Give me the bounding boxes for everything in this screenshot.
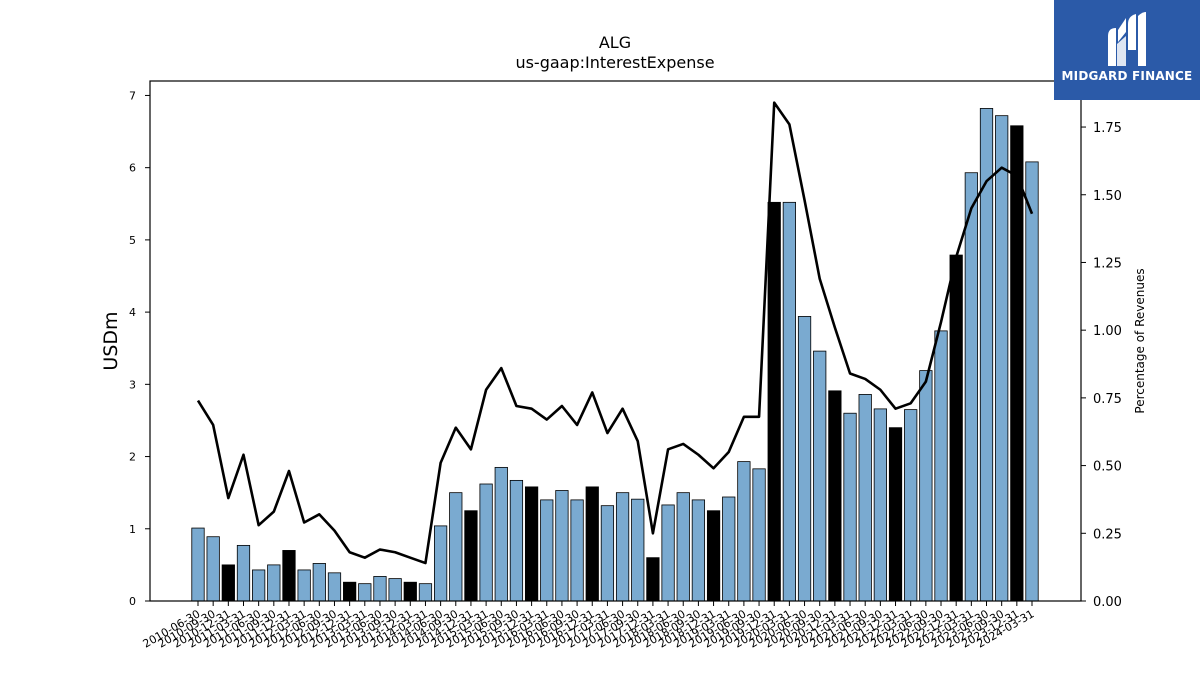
pct-revenue-line — [196, 101, 1034, 565]
bar-2012-09-30 — [327, 572, 342, 602]
bar-2020-09-30 — [813, 350, 827, 602]
bar-2021-09-30 — [873, 408, 887, 602]
bar-2014-03-31 — [418, 583, 433, 602]
y2-tick-label: 1.75 — [1093, 121, 1122, 136]
bar-2012-12-31 — [343, 581, 357, 602]
y-tick-label: 4 — [129, 306, 136, 319]
bar-2017-12-31 — [646, 557, 660, 602]
y2-tick-label: 0.00 — [1093, 595, 1122, 610]
bar-2012-03-31 — [297, 569, 311, 602]
bar-2014-12-31 — [464, 510, 478, 602]
y2-tick-label: 0.50 — [1093, 460, 1122, 475]
bar-2021-12-31 — [888, 427, 903, 602]
y2-tick-label: 1.50 — [1093, 189, 1122, 204]
chart-subtitle: us-gaap:InterestExpense — [515, 53, 714, 72]
bar-2014-06-30 — [433, 525, 448, 602]
midgard-logo-icon — [1108, 12, 1146, 66]
y-tick-label: 5 — [129, 234, 136, 247]
brand-logo: MIDGARD FINANCE — [1054, 0, 1200, 100]
bar-2019-03-31 — [722, 496, 736, 602]
y2-tick-label: 0.75 — [1093, 392, 1122, 407]
plot-frame — [149, 80, 1082, 602]
bar-2020-03-31 — [782, 201, 796, 602]
bar-2022-03-31 — [904, 409, 918, 602]
bar-2013-12-31 — [403, 581, 417, 602]
bar-2023-09-30 — [995, 115, 1009, 602]
bar-2018-06-30 — [676, 492, 690, 602]
bar-2019-09-30 — [752, 468, 766, 602]
bar-2011-06-30 — [252, 569, 266, 602]
bar-2012-06-30 — [312, 563, 326, 602]
bar-2013-03-31 — [358, 583, 372, 602]
bar-2017-06-30 — [615, 492, 630, 602]
bar-2019-12-31 — [767, 201, 781, 602]
y2-tick-label: 0.25 — [1093, 527, 1122, 542]
bar-2023-03-31 — [964, 172, 978, 602]
bar-2016-06-30 — [555, 490, 569, 602]
bar-2023-12-31 — [1010, 125, 1024, 602]
bar-2017-03-31 — [600, 505, 615, 602]
bar-2013-06-30 — [373, 576, 387, 602]
bar-2010-06-30 — [191, 527, 205, 602]
bar-2017-09-30 — [631, 498, 645, 602]
y-tick-label: 2 — [129, 451, 136, 464]
brand-name: MIDGARD FINANCE — [1061, 69, 1193, 83]
bars-group — [191, 108, 1039, 602]
bar-2024-03-31 — [1025, 161, 1039, 602]
bar-2010-12-31 — [221, 564, 235, 602]
bar-2014-09-30 — [449, 492, 463, 602]
y2-tick-label: 1.00 — [1093, 324, 1122, 339]
bar-2010-09-30 — [206, 536, 220, 602]
y2-tick-label: 1.25 — [1093, 256, 1122, 271]
line-group — [196, 101, 1034, 565]
bar-2019-06-30 — [737, 461, 751, 602]
y-tick-label: 3 — [129, 378, 136, 391]
bar-2016-12-31 — [585, 486, 599, 602]
y-tick-label: 6 — [129, 162, 136, 175]
bar-2015-03-31 — [479, 483, 493, 602]
bar-2018-12-31 — [706, 510, 721, 602]
bar-2015-09-30 — [509, 479, 524, 602]
chart-title: ALG — [599, 33, 631, 52]
bar-2022-12-31 — [949, 254, 963, 602]
y-axis-left: 0 1 2 3 4 5 6 7 — [129, 89, 150, 608]
bar-2020-06-30 — [797, 316, 812, 602]
y2-axis-label: Percentage of Revenues — [1133, 268, 1147, 413]
y-tick-label: 0 — [129, 595, 136, 608]
y-tick-label: 7 — [129, 89, 136, 102]
bar-2011-09-30 — [267, 564, 281, 602]
bar-2015-06-30 — [494, 466, 508, 602]
bar-2016-09-30 — [570, 499, 584, 602]
bar-2018-09-30 — [691, 499, 706, 602]
bar-2013-09-30 — [388, 578, 402, 602]
bar-2021-06-30 — [858, 394, 872, 602]
x-axis: 2010-06-302010-09-302010-12-312011-03-31… — [141, 601, 1037, 651]
bar-2018-03-31 — [661, 504, 675, 602]
bar-2022-06-30 — [919, 370, 933, 602]
y-tick-label: 1 — [129, 523, 136, 536]
bar-2022-09-30 — [934, 330, 948, 602]
bar-2015-12-31 — [524, 486, 539, 602]
bar-2020-12-31 — [828, 390, 842, 602]
bar-2011-12-31 — [282, 550, 296, 602]
bar-2016-03-31 — [540, 499, 554, 602]
bar-2011-03-31 — [236, 544, 251, 602]
y-axis-right: 0.00 0.25 0.50 0.75 1.00 1.25 1.50 1.75 — [1081, 121, 1122, 610]
bar-2021-03-31 — [843, 412, 857, 602]
y-axis-label: USDm — [100, 311, 122, 370]
